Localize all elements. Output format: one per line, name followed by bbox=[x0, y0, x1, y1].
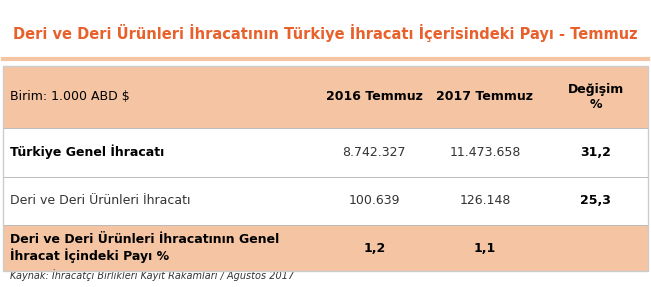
Text: Kaynak: İhracatçı Birlikleri Kayıt Rakamları / Ağustos 2017: Kaynak: İhracatçı Birlikleri Kayıt Rakam… bbox=[10, 269, 294, 282]
Text: 2017 Temmuz: 2017 Temmuz bbox=[436, 90, 534, 103]
FancyBboxPatch shape bbox=[3, 128, 648, 177]
Text: 8.742.327: 8.742.327 bbox=[342, 146, 406, 159]
Text: 100.639: 100.639 bbox=[348, 194, 400, 208]
Text: Deri ve Deri Ürünleri İhracatının Türkiye İhracatı İçerisindeki Payı - Temmuz: Deri ve Deri Ürünleri İhracatının Türkiy… bbox=[13, 24, 638, 42]
FancyBboxPatch shape bbox=[3, 7, 648, 59]
Text: Deri ve Deri Ürünleri İhracatının Genel
İhracat İçindeki Payı %: Deri ve Deri Ürünleri İhracatının Genel … bbox=[10, 233, 279, 263]
Text: 126.148: 126.148 bbox=[460, 194, 510, 208]
Text: 11.473.658: 11.473.658 bbox=[449, 146, 521, 159]
Text: 2016 Temmuz: 2016 Temmuz bbox=[326, 90, 422, 103]
Text: 31,2: 31,2 bbox=[580, 146, 611, 159]
FancyBboxPatch shape bbox=[3, 177, 648, 225]
Text: 25,3: 25,3 bbox=[580, 194, 611, 208]
Text: 1,2: 1,2 bbox=[363, 242, 385, 255]
Text: Deri ve Deri Ürünleri İhracatı: Deri ve Deri Ürünleri İhracatı bbox=[10, 194, 190, 208]
Text: Değişim
%: Değişim % bbox=[568, 83, 624, 111]
FancyBboxPatch shape bbox=[3, 225, 648, 271]
Text: Türkiye Genel İhracatı: Türkiye Genel İhracatı bbox=[10, 145, 164, 159]
Text: Birim: 1.000 ABD $: Birim: 1.000 ABD $ bbox=[10, 90, 130, 103]
Text: 1,1: 1,1 bbox=[474, 242, 496, 255]
FancyBboxPatch shape bbox=[3, 66, 648, 128]
